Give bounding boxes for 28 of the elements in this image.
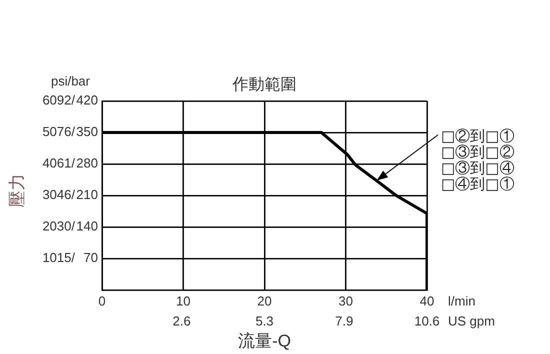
- y-tick-label: 1015/: [42, 250, 76, 266]
- annotation: □②到□① □③到□② □③到□④ □④到□①: [441, 126, 514, 193]
- x-tick-label: 10: [176, 293, 190, 308]
- y-axis-title: 壓力: [8, 174, 27, 208]
- y-tick-label: 3046/: [42, 187, 76, 202]
- y2-tick-label: 280: [76, 156, 98, 171]
- x2-tick-label: 5.3: [255, 313, 274, 328]
- y2-tick-label: 210: [76, 187, 98, 202]
- x2-tick-label: 10.6: [414, 313, 440, 328]
- y-tick-label: 2030/: [42, 218, 76, 234]
- y2-tick-label: 420: [76, 92, 98, 108]
- y2-tick-label: 70: [84, 250, 98, 266]
- text: l/min: [448, 294, 476, 309]
- x-axis-title: 流量-Q: [238, 332, 291, 351]
- x-tick-label: 30: [338, 293, 353, 308]
- x2-tick-label: 2.6: [172, 313, 191, 328]
- x-tick-label: 0: [98, 293, 106, 308]
- x-tick-label: 40: [420, 293, 434, 308]
- text: US gpm: [448, 314, 495, 329]
- chart-title: 作動範圍: [232, 76, 296, 94]
- y2-tick-label: 140: [76, 218, 98, 234]
- y-tick-label: 5076/: [42, 124, 76, 140]
- text: psi/bar: [50, 74, 91, 89]
- y2-tick-label: 350: [76, 124, 98, 140]
- x2-tick-label: 7.9: [335, 313, 354, 328]
- x-tick-label: 20: [257, 293, 272, 308]
- y-tick-label: 4061/: [42, 156, 76, 171]
- y-tick-label: 6092/: [42, 92, 76, 108]
